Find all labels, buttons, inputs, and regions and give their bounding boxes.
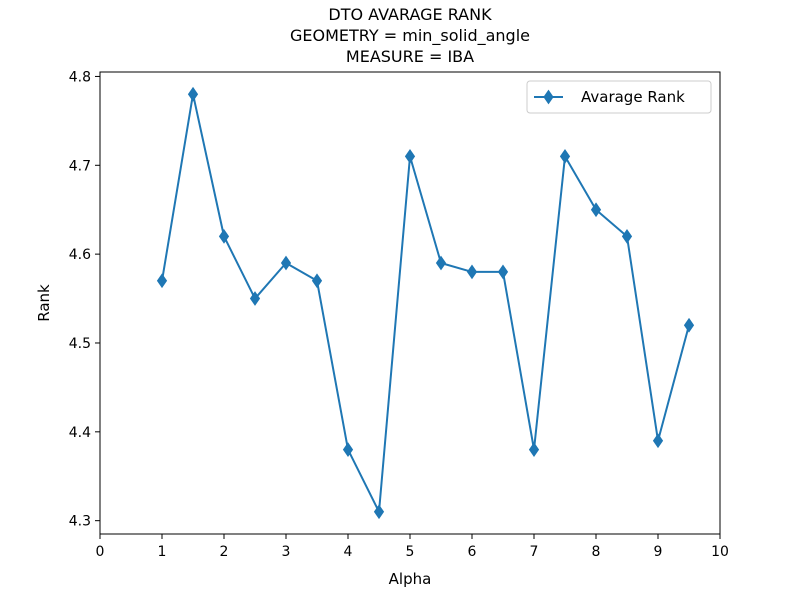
y-tick-label: 4.8 (69, 69, 91, 85)
x-tick-label: 5 (406, 544, 415, 560)
chart-title-line-2: GEOMETRY = min_solid_angle (290, 26, 530, 46)
y-tick-label: 4.5 (69, 336, 91, 352)
legend-box (526, 80, 712, 114)
x-tick-label: 9 (654, 544, 663, 560)
y-tick-label: 4.6 (69, 247, 91, 263)
data-point-marker (590, 202, 602, 218)
x-tick-label: 4 (344, 544, 353, 560)
series-layer (156, 86, 695, 520)
x-tick-label: 10 (711, 544, 729, 560)
data-point-marker (404, 149, 416, 164)
data-point-marker (342, 442, 354, 457)
data-point-marker (249, 291, 261, 306)
chart-title-line-1: DTO AVARAGE RANK (328, 5, 492, 24)
data-point-marker (466, 264, 478, 280)
data-point-marker (497, 264, 509, 280)
x-tick-label: 7 (530, 544, 539, 560)
data-point-marker (156, 273, 168, 289)
y-axis-label: Rank (35, 284, 53, 322)
data-point-marker (435, 255, 447, 271)
data-point-marker (683, 317, 695, 333)
x-axis-ticks: 0 1 2 3 4 5 6 7 8 9 10 (96, 534, 729, 560)
x-tick-label: 2 (220, 544, 229, 560)
y-tick-label: 4.4 (69, 425, 91, 441)
x-axis-label: Alpha (389, 570, 432, 588)
x-tick-label: 8 (592, 544, 601, 560)
data-point-marker (218, 228, 230, 244)
y-axis-ticks: 4.3 4.4 4.5 4.6 4.7 4.8 (69, 69, 100, 530)
chart-title-line-3: MEASURE = IBA (346, 47, 474, 66)
data-point-marker (311, 273, 323, 289)
legend-label: Avarage Rank (581, 88, 685, 106)
legend: Avarage Rank (526, 80, 712, 114)
data-point-marker (559, 149, 571, 164)
data-point-marker (280, 255, 292, 271)
data-point-marker (528, 442, 540, 457)
data-point-marker (187, 86, 199, 102)
x-tick-label: 6 (468, 544, 477, 560)
legend-marker-diamond (543, 89, 554, 105)
x-tick-label: 1 (158, 544, 167, 560)
plot-area-frame (99, 71, 721, 535)
y-tick-label: 4.7 (69, 158, 91, 174)
x-tick-label: 3 (282, 544, 291, 560)
data-point-marker (373, 504, 385, 520)
data-point-marker (621, 228, 633, 244)
y-tick-label: 4.3 (69, 514, 91, 530)
data-point-marker (652, 433, 664, 449)
chart-title: DTO AVARAGE RANK GEOMETRY = min_solid_an… (290, 5, 530, 66)
series-line (161, 93, 690, 513)
x-tick-label: 0 (96, 544, 105, 560)
